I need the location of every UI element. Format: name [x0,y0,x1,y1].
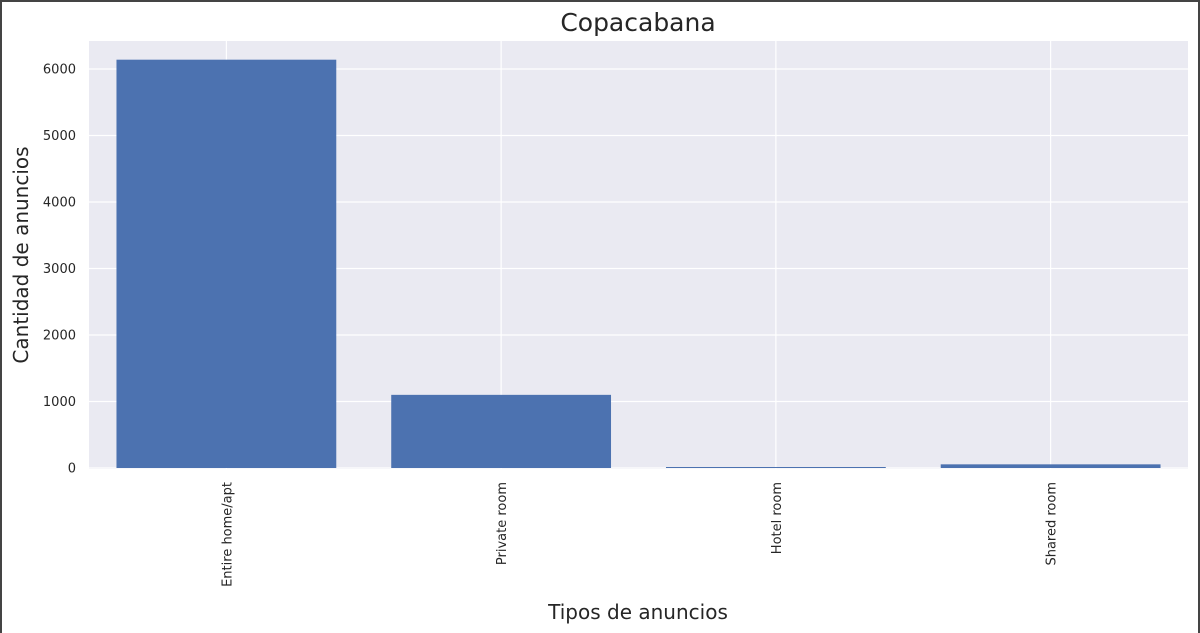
bar-entire-home-apt [116,59,337,468]
y-tick-label: 6000 [43,63,76,78]
bar-hotel-room [665,467,886,468]
y-axis-label: Cantidad de anuncios [9,146,33,363]
x-tick-label: Private room [495,482,510,565]
x-tick-label: Shared room [1045,482,1060,566]
chart-title: Copacabana [560,8,715,37]
y-tick-label: 4000 [43,196,76,211]
y-tick-label: 5000 [43,129,76,144]
y-tick-label: 1000 [43,395,76,410]
bars [116,59,1161,468]
bar-private-room [391,394,612,468]
x-axis-label: Tipos de anuncios [547,600,728,624]
x-tick-label: Entire home/apt [220,482,235,587]
y-axis-ticks: 0 1000 2000 3000 4000 5000 6000 [43,63,76,477]
y-tick-label: 3000 [43,262,76,277]
y-tick-label: 2000 [43,329,76,344]
y-tick-label: 0 [68,462,76,477]
bar-shared-room [940,464,1161,468]
x-tick-label: Hotel room [770,482,785,554]
x-axis-ticks: Entire home/apt Private room Hotel room Sha… [220,482,1059,587]
